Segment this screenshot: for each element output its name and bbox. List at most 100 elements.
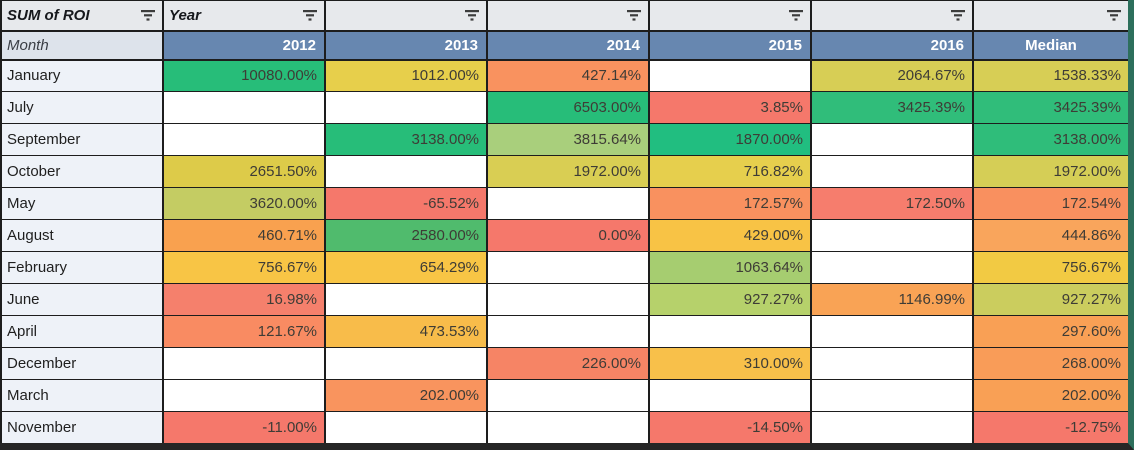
cell-december-2015[interactable]: 310.00% (648, 347, 812, 380)
cell-april-2014[interactable] (486, 315, 650, 348)
cell-august-2016[interactable] (810, 219, 974, 252)
month-cell-december[interactable]: December (0, 347, 164, 380)
cell-january-2014[interactable]: 427.14% (486, 59, 650, 92)
cell-november-2015[interactable]: -14.50% (648, 411, 812, 443)
filter-icon[interactable] (140, 9, 156, 22)
month-cell-august[interactable]: August (0, 219, 164, 252)
cell-filter-median[interactable] (972, 0, 1128, 32)
cell-june-2012[interactable]: 16.98% (162, 283, 326, 316)
filter-icon[interactable] (464, 9, 480, 22)
cell-august-2015[interactable]: 429.00% (648, 219, 812, 252)
cell-january-2013[interactable]: 1012.00% (324, 59, 488, 92)
cell-december-2014[interactable]: 226.00% (486, 347, 650, 380)
year-header-2013[interactable]: 2013 (324, 30, 488, 61)
cell-august-2013[interactable]: 2580.00% (324, 219, 488, 252)
filter-icon[interactable] (950, 9, 966, 22)
cell-august-2012[interactable]: 460.71% (162, 219, 326, 252)
filter-icon[interactable] (1106, 9, 1122, 22)
cell-may-2016[interactable]: 172.50% (810, 187, 974, 220)
cell-july-2014[interactable]: 6503.00% (486, 91, 650, 124)
cell-march-2015[interactable] (648, 379, 812, 412)
cell-february-2015[interactable]: 1063.64% (648, 251, 812, 284)
month-cell-september[interactable]: September (0, 123, 164, 156)
cell-march-2012[interactable] (162, 379, 326, 412)
cell-september-2014[interactable]: 3815.64% (486, 123, 650, 156)
cell-february-2012[interactable]: 756.67% (162, 251, 326, 284)
cell-december-2016[interactable] (810, 347, 974, 380)
cell-november-2016[interactable] (810, 411, 974, 443)
month-cell-february[interactable]: February (0, 251, 164, 284)
cell-february-2014[interactable] (486, 251, 650, 284)
cell-april-2013[interactable]: 473.53% (324, 315, 488, 348)
cell-march-2013[interactable]: 202.00% (324, 379, 488, 412)
cell-july-2013[interactable] (324, 91, 488, 124)
cell-december-2013[interactable] (324, 347, 488, 380)
cell-october-2012[interactable]: 2651.50% (162, 155, 326, 188)
cell-april-2016[interactable] (810, 315, 974, 348)
cell-september-2016[interactable] (810, 123, 974, 156)
cell-july-median[interactable]: 3425.39% (972, 91, 1128, 124)
cell-september-median[interactable]: 3138.00% (972, 123, 1128, 156)
year-header-2015[interactable]: 2015 (648, 30, 812, 61)
cell-october-2016[interactable] (810, 155, 974, 188)
cell-year-field[interactable]: Year (162, 0, 326, 32)
cell-january-2016[interactable]: 2064.67% (810, 59, 974, 92)
cell-october-2014[interactable]: 1972.00% (486, 155, 650, 188)
cell-february-2016[interactable] (810, 251, 974, 284)
filter-icon[interactable] (302, 9, 318, 22)
month-cell-april[interactable]: April (0, 315, 164, 348)
cell-march-2016[interactable] (810, 379, 974, 412)
cell-june-2014[interactable] (486, 283, 650, 316)
cell-june-median[interactable]: 927.27% (972, 283, 1128, 316)
cell-october-median[interactable]: 1972.00% (972, 155, 1128, 188)
cell-filter-2014[interactable] (486, 0, 650, 32)
cell-april-2015[interactable] (648, 315, 812, 348)
cell-march-median[interactable]: 202.00% (972, 379, 1128, 412)
month-cell-january[interactable]: January (0, 59, 164, 92)
cell-november-2013[interactable] (324, 411, 488, 443)
month-cell-november[interactable]: November (0, 411, 164, 443)
cell-july-2015[interactable]: 3.85% (648, 91, 812, 124)
cell-june-2015[interactable]: 927.27% (648, 283, 812, 316)
cell-january-2012[interactable]: 10080.00% (162, 59, 326, 92)
cell-september-2012[interactable] (162, 123, 326, 156)
cell-may-2014[interactable] (486, 187, 650, 220)
cell-april-median[interactable]: 297.60% (972, 315, 1128, 348)
cell-may-2013[interactable]: -65.52% (324, 187, 488, 220)
cell-december-median[interactable]: 268.00% (972, 347, 1128, 380)
month-cell-march[interactable]: March (0, 379, 164, 412)
year-header-2014[interactable]: 2014 (486, 30, 650, 61)
month-header-cell[interactable]: Month (0, 30, 164, 61)
cell-april-2012[interactable]: 121.67% (162, 315, 326, 348)
filter-icon[interactable] (788, 9, 804, 22)
cell-july-2016[interactable]: 3425.39% (810, 91, 974, 124)
cell-may-2012[interactable]: 3620.00% (162, 187, 326, 220)
cell-june-2013[interactable] (324, 283, 488, 316)
cell-june-2016[interactable]: 1146.99% (810, 283, 974, 316)
cell-filter-2015[interactable] (648, 0, 812, 32)
month-cell-july[interactable]: July (0, 91, 164, 124)
cell-sum-of-roi[interactable]: SUM of ROI (0, 0, 164, 32)
cell-january-median[interactable]: 1538.33% (972, 59, 1128, 92)
cell-december-2012[interactable] (162, 347, 326, 380)
cell-september-2015[interactable]: 1870.00% (648, 123, 812, 156)
month-cell-june[interactable]: June (0, 283, 164, 316)
cell-february-2013[interactable]: 654.29% (324, 251, 488, 284)
cell-may-median[interactable]: 172.54% (972, 187, 1128, 220)
year-header-2012[interactable]: 2012 (162, 30, 326, 61)
cell-filter-2013[interactable] (324, 0, 488, 32)
median-header[interactable]: Median (972, 30, 1128, 61)
month-cell-may[interactable]: May (0, 187, 164, 220)
cell-august-2014[interactable]: 0.00% (486, 219, 650, 252)
cell-july-2012[interactable] (162, 91, 326, 124)
month-cell-october[interactable]: October (0, 155, 164, 188)
filter-icon[interactable] (626, 9, 642, 22)
cell-january-2015[interactable] (648, 59, 812, 92)
cell-october-2015[interactable]: 716.82% (648, 155, 812, 188)
cell-october-2013[interactable] (324, 155, 488, 188)
cell-august-median[interactable]: 444.86% (972, 219, 1128, 252)
year-header-2016[interactable]: 2016 (810, 30, 974, 61)
cell-may-2015[interactable]: 172.57% (648, 187, 812, 220)
cell-november-2012[interactable]: -11.00% (162, 411, 326, 443)
cell-september-2013[interactable]: 3138.00% (324, 123, 488, 156)
